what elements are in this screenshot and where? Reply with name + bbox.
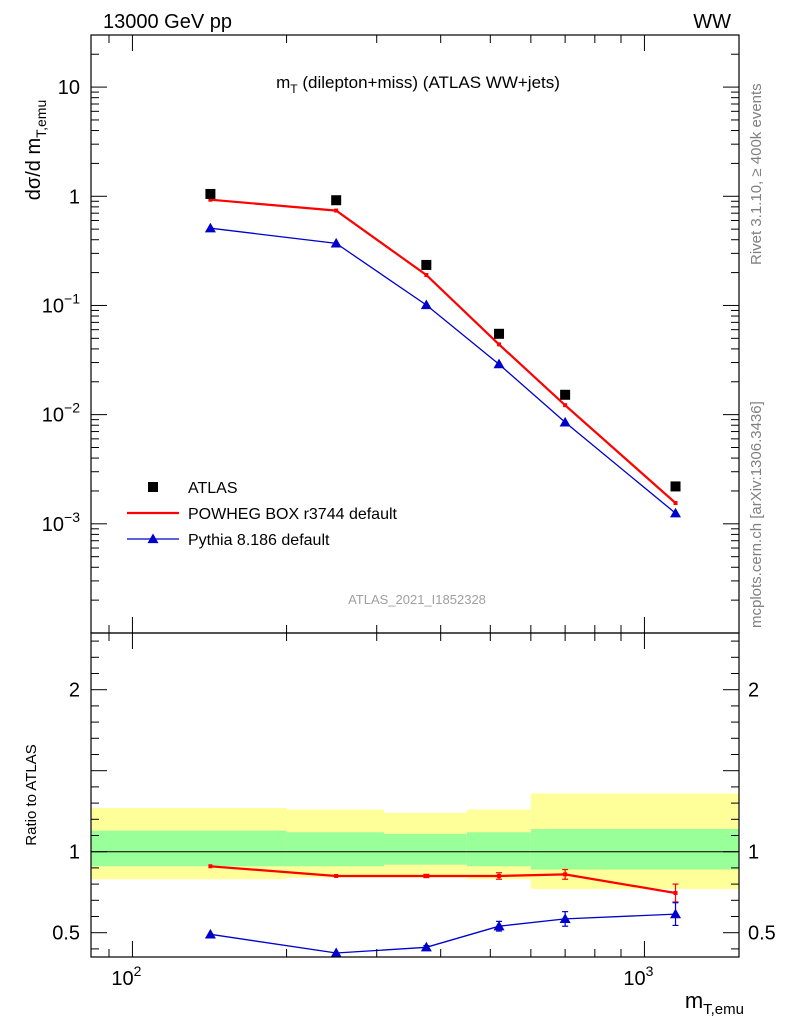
ratio-band-inner-0 (91, 830, 287, 867)
pythia-marker-2 (420, 299, 432, 310)
ratio-series-group (204, 864, 682, 958)
main-y-tick-label-4: 10−3 (42, 509, 80, 536)
ratio-powheg-marker-3 (497, 874, 502, 878)
mcplots-label: mcplots.cern.ch [arXiv:1306.3436] (748, 401, 765, 628)
ratio-y-tick-label-left-0: 2 (69, 680, 80, 702)
header-process: WW (693, 11, 731, 33)
legend-pythia-symbol (147, 533, 159, 544)
main-y-tick-label-0: 10 (58, 77, 80, 99)
ratio-band-inner-2 (384, 833, 467, 865)
ratio-band-inner-4 (530, 829, 739, 870)
x-tick-label-1: 103 (623, 963, 653, 990)
ratio-pythia-marker-5 (670, 908, 682, 919)
legend-label-0: ATLAS (188, 480, 238, 497)
atlas-data-marker-0 (205, 188, 216, 199)
atlas-data-marker-2 (421, 259, 432, 270)
ratio-y-tick-label-right-1: 1 (748, 842, 759, 864)
ratio-pythia-line (210, 913, 676, 954)
ratio-powheg-marker-5 (673, 891, 678, 896)
ratio-powheg-marker-0 (208, 864, 213, 869)
pythia-marker-4 (559, 416, 571, 427)
ratio-uncertainty-bands (91, 793, 739, 889)
ratio-pythia-marker-2 (420, 941, 432, 952)
powheg-marker-2 (424, 273, 429, 278)
axes-group: 102 103 10 1 10−1 10−2 10−3 2 2 1 1 0.5 0.5 (42, 34, 776, 990)
main-y-tick-label-2: 10−1 (42, 290, 80, 317)
main-plot-title: mT (dilepton+miss) (ATLAS WW+jets) (276, 73, 560, 96)
ratio-powheg-marker-4 (563, 872, 568, 877)
analysis-id-label: ATLAS_2021_I1852328 (348, 592, 486, 607)
ratio-powheg-marker-1 (334, 874, 339, 878)
ratio-y-tick-label-left-1: 1 (69, 842, 80, 864)
ratio-powheg-marker-2 (424, 874, 429, 878)
atlas-data-marker-1 (331, 195, 342, 206)
ratio-y-tick-label-left-2: 0.5 (52, 923, 80, 945)
ratio-y-axis-label: Ratio to ATLAS (23, 744, 40, 845)
main-y-tick-label-1: 1 (69, 186, 80, 208)
pythia-marker-3 (493, 358, 505, 369)
ratio-powheg-line (210, 865, 676, 895)
powheg-marker-0 (208, 197, 213, 202)
legend: ATLAS POWHEG BOX r3744 default Pythia 8.18… (127, 480, 398, 549)
ratio-y-tick-label-right-2: 0.5 (748, 923, 776, 945)
legend-atlas-symbol (148, 482, 158, 492)
main-y-tick-label-3: 10−2 (42, 400, 80, 427)
ratio-pythia-marker-3 (493, 920, 505, 931)
ratio-panel-frame (90, 632, 740, 958)
powheg-marker-1 (334, 208, 339, 213)
rivet-version-label: Rivet 3.1.10, ≥ 400k events (748, 83, 765, 265)
ratio-pythia-marker-0 (204, 928, 216, 939)
main-y-axis-label: dσ/d mT,emu (23, 100, 49, 201)
powheg-marker-5 (673, 501, 678, 506)
atlas-data-marker-4 (560, 389, 571, 400)
main-series-group (204, 188, 682, 518)
powheg-line (210, 198, 677, 504)
pythia-marker-5 (670, 507, 682, 518)
pythia-line (210, 227, 676, 514)
ratio-y-tick-label-right-0: 2 (748, 680, 759, 702)
powheg-marker-4 (563, 403, 568, 408)
header-energy: 13000 GeV pp (103, 11, 232, 33)
x-axis-label: mT,emu (685, 988, 744, 1018)
ratio-pythia-marker-4 (559, 913, 571, 924)
atlas-data-marker-5 (670, 481, 681, 492)
x-tick-label-0: 102 (111, 963, 141, 990)
powheg-marker-3 (497, 342, 502, 347)
pythia-marker-0 (204, 222, 216, 233)
legend-label-1: POWHEG BOX r3744 default (188, 506, 398, 523)
atlas-data-marker-3 (494, 328, 505, 339)
legend-label-2: Pythia 8.186 default (188, 532, 330, 549)
ratio-band-inner-1 (286, 832, 385, 867)
ratio-band-inner-3 (466, 832, 531, 867)
ratio-pythia-marker-1 (330, 947, 342, 958)
pythia-marker-1 (330, 237, 342, 248)
